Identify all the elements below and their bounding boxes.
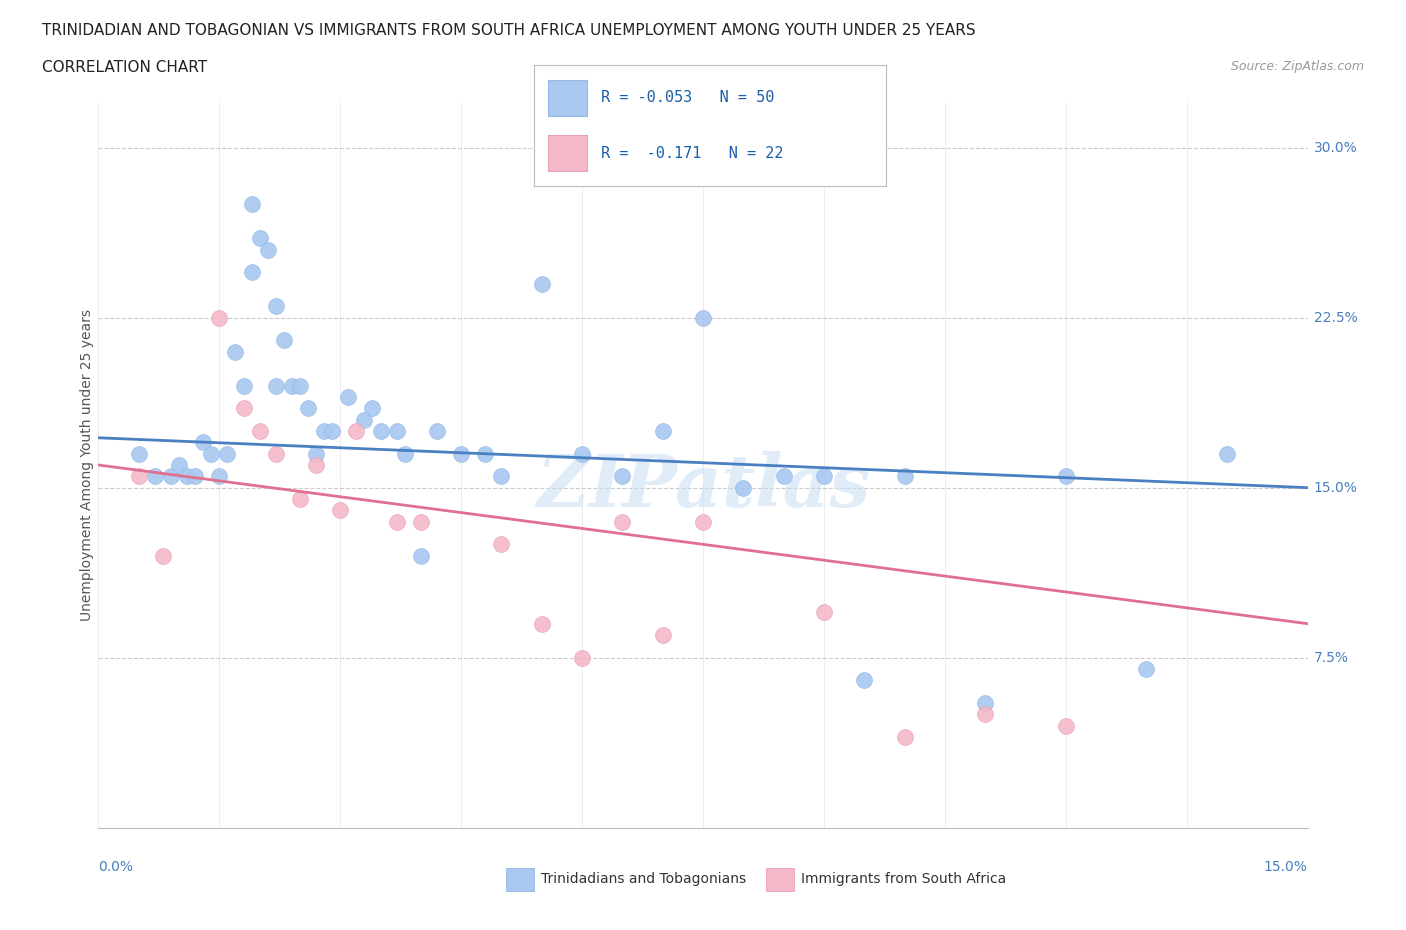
Point xyxy=(232,379,254,393)
Point xyxy=(361,401,384,416)
Point xyxy=(651,628,673,643)
Point xyxy=(184,469,207,484)
Point xyxy=(612,514,634,529)
Point xyxy=(143,469,166,484)
Bar xyxy=(548,80,586,116)
Point xyxy=(1135,661,1157,676)
Point xyxy=(974,696,997,711)
Point xyxy=(353,412,375,427)
Bar xyxy=(548,135,586,171)
Point xyxy=(273,333,295,348)
Point xyxy=(264,379,287,393)
Point xyxy=(571,650,593,665)
Point xyxy=(305,446,328,461)
Point xyxy=(1054,469,1077,484)
Point xyxy=(813,604,835,619)
Point xyxy=(128,446,150,461)
Point xyxy=(314,423,336,438)
Text: 15.0%: 15.0% xyxy=(1264,860,1308,874)
Point xyxy=(853,673,876,688)
Point xyxy=(256,242,278,257)
Point xyxy=(651,423,673,438)
Point xyxy=(491,537,513,551)
Point xyxy=(152,549,174,564)
Point xyxy=(385,514,408,529)
Point xyxy=(893,729,915,744)
Text: R =  -0.171   N = 22: R = -0.171 N = 22 xyxy=(602,146,783,161)
Point xyxy=(232,401,254,416)
Point xyxy=(264,299,287,313)
Text: Source: ZipAtlas.com: Source: ZipAtlas.com xyxy=(1230,60,1364,73)
Point xyxy=(450,446,472,461)
Point xyxy=(571,446,593,461)
Point xyxy=(385,423,408,438)
Point xyxy=(474,446,496,461)
Point xyxy=(893,469,915,484)
Point xyxy=(409,514,432,529)
Text: CORRELATION CHART: CORRELATION CHART xyxy=(42,60,207,75)
Point xyxy=(426,423,449,438)
Text: Trinidadians and Tobagonians: Trinidadians and Tobagonians xyxy=(541,871,747,886)
Text: 30.0%: 30.0% xyxy=(1313,140,1357,154)
Point xyxy=(249,423,271,438)
Point xyxy=(288,492,311,507)
Point xyxy=(530,617,553,631)
Point xyxy=(240,197,263,212)
Point xyxy=(264,446,287,461)
Point xyxy=(128,469,150,484)
Point xyxy=(329,503,352,518)
Point xyxy=(297,401,319,416)
Point xyxy=(409,549,432,564)
Point xyxy=(208,469,231,484)
Point xyxy=(281,379,304,393)
Point xyxy=(692,514,714,529)
Point xyxy=(224,344,246,359)
Point xyxy=(612,469,634,484)
Point xyxy=(344,423,367,438)
Point xyxy=(337,390,360,405)
Y-axis label: Unemployment Among Youth under 25 years: Unemployment Among Youth under 25 years xyxy=(80,309,94,621)
Point xyxy=(193,435,215,450)
Text: Immigrants from South Africa: Immigrants from South Africa xyxy=(801,871,1007,886)
Point xyxy=(217,446,239,461)
Point xyxy=(974,707,997,722)
Point xyxy=(394,446,416,461)
Text: ZIPatlas: ZIPatlas xyxy=(536,451,870,523)
Point xyxy=(200,446,222,461)
Point xyxy=(160,469,183,484)
Point xyxy=(288,379,311,393)
Point xyxy=(692,311,714,325)
Text: 22.5%: 22.5% xyxy=(1313,311,1357,325)
Point xyxy=(530,276,553,291)
Point xyxy=(176,469,198,484)
Point xyxy=(813,469,835,484)
Text: TRINIDADIAN AND TOBAGONIAN VS IMMIGRANTS FROM SOUTH AFRICA UNEMPLOYMENT AMONG YO: TRINIDADIAN AND TOBAGONIAN VS IMMIGRANTS… xyxy=(42,23,976,38)
Point xyxy=(1216,446,1239,461)
Point xyxy=(240,265,263,280)
Point xyxy=(305,458,328,472)
Text: 0.0%: 0.0% xyxy=(98,860,134,874)
Text: 7.5%: 7.5% xyxy=(1313,651,1348,665)
Text: R = -0.053   N = 50: R = -0.053 N = 50 xyxy=(602,90,775,105)
Point xyxy=(491,469,513,484)
Point xyxy=(321,423,343,438)
Point xyxy=(208,311,231,325)
Point xyxy=(733,480,755,495)
Point xyxy=(370,423,392,438)
Point xyxy=(772,469,794,484)
Text: 15.0%: 15.0% xyxy=(1313,481,1358,495)
Point xyxy=(249,231,271,246)
Point xyxy=(167,458,190,472)
Point xyxy=(1054,718,1077,733)
